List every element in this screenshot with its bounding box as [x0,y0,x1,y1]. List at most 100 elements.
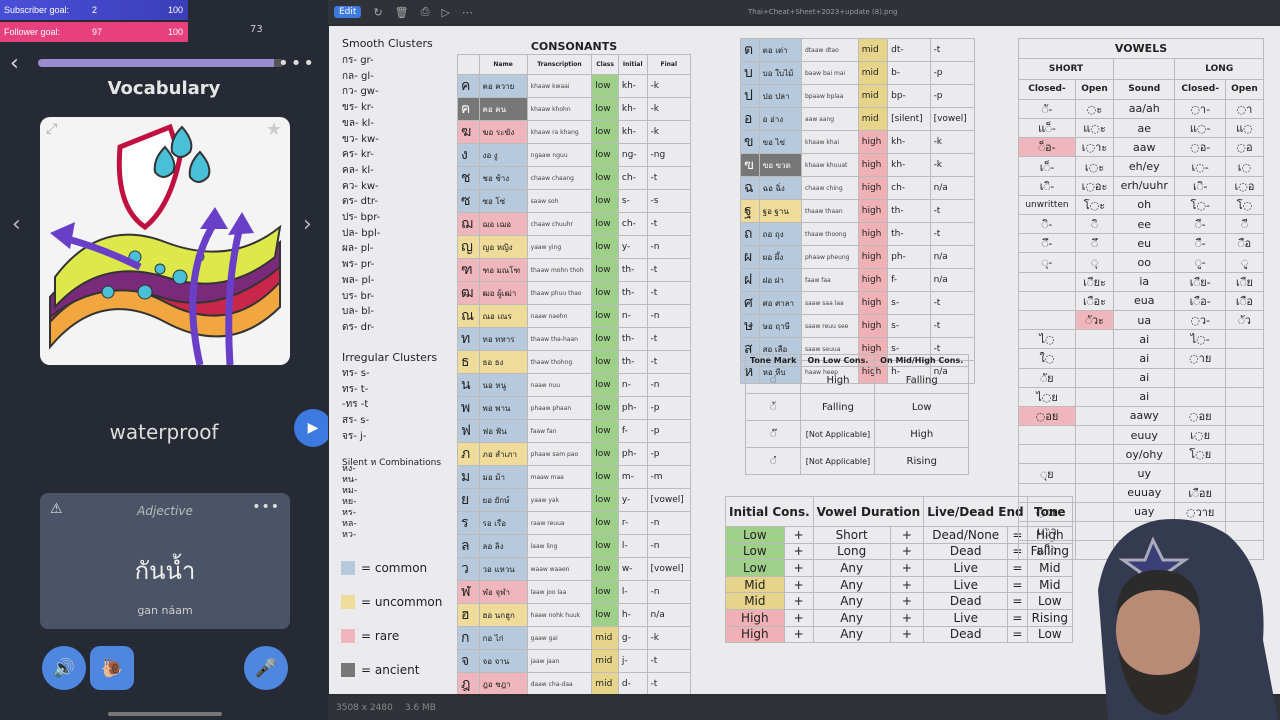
consonant-letter: ฌ [457,212,480,237]
consonant-initial: l- [617,580,648,605]
slow-audio-button[interactable]: 🐌 [90,646,134,690]
consonant-letter: ษ [740,314,760,338]
favorite-star-icon[interactable]: ★ [265,119,282,140]
consonant-letter: ธ [457,350,480,375]
consonant-transcription: khaaw ra khang [526,120,593,145]
consonant-name: รอ เรือ [478,511,528,536]
vowel-form: unwritten [1018,194,1076,216]
consonant-name: ฑอ มณโฑ [478,258,528,283]
vowel-row: oy/ohy โ◌ย [1018,444,1265,465]
consonant-row: บบอ ใบไม้ baaw bai mai mid b- -p [740,61,976,85]
consonant-letter: ฆ [457,120,480,145]
consonant-name: คอ คน [478,97,528,122]
consonant-letter: ฃ [740,153,760,177]
consonant-row: ษษอ ฤาษี saaw reuu see high s- -t [740,314,976,338]
consonant-name: ฒอ ผู้เฒ่า [478,281,528,306]
tone-result: High [874,420,969,448]
irregular-clusters-title: Irregular Clusters [342,351,438,364]
vowel-form: ◌ือ [1224,233,1265,254]
smooth-cluster-item: ขว- kw- [342,133,379,145]
consonant-transcription: maaw maa [526,465,593,490]
consonant-letter: ย [457,488,480,513]
vowel-form: ◌ู- [1174,252,1226,273]
vowel-form [1224,444,1265,465]
smooth-cluster-item: ผล- pl- [342,243,374,255]
legend-swatch [341,663,355,677]
home-indicator[interactable] [108,712,222,716]
warning-icon[interactable]: ⚠ [50,501,63,517]
silent-combination-item: หล- [342,519,357,529]
consonant-final: -t [646,166,692,191]
consonant-final: -t [646,649,692,674]
flashcard-image[interactable]: ⤢ ★ [40,117,290,365]
consonant-final: -t [929,199,976,223]
consonant-transcription: naaw nuu [526,373,593,398]
consonant-letter: ภ [457,442,480,467]
edit-button[interactable]: Edit [334,6,362,18]
rule-initial: Low [725,526,785,544]
more-icon[interactable]: ⋯ [461,5,473,19]
vowel-sound: eu [1113,233,1176,254]
delete-icon[interactable]: 🗑 [394,5,409,19]
vowel-form: เ◌ือะ [1074,290,1115,311]
silent-combination-item: หร- [342,508,357,518]
vowel-sound: euuy [1113,425,1176,446]
consonant-class: high [857,199,889,223]
consonant-letter: ว [457,557,480,582]
consonant-class: high [857,153,889,177]
vowel-sound: uy [1113,463,1176,484]
tone-result: Falling [874,366,969,394]
consonant-name: ทอ ทหาร [478,327,528,352]
vowel-form: ใ◌ [1018,348,1076,369]
print-icon[interactable]: ⎙ [420,5,430,18]
rotate-icon[interactable]: ↻ [373,5,383,19]
consonant-class: mid [591,672,619,694]
vowel-sound: oh [1113,194,1176,216]
play-audio-button[interactable]: ▶ [294,409,332,447]
vowel-form: แ◌ [1224,118,1265,139]
consonant-row: ภภอ สำเภา phaaw sam pao low ph- -p [457,442,692,467]
consonant-final: -t [646,258,692,283]
consonant-class: mid [857,107,889,131]
vowel-form [1074,329,1115,350]
definition-card[interactable]: ⚠ Adjective ••• กันน้ำ gan náam [40,493,290,629]
consonant-row: ยยอ ยักษ์ yaaw yak low y- [vowel] [457,488,692,513]
irregular-cluster-item: จร- j- [342,430,367,442]
tone-result: Falling [800,393,876,421]
consonant-name: ธอ ธง [478,350,528,375]
subscriber-goal-bar: Subscriber goal: 2 100 [0,0,188,20]
consonant-transcription: bpaaw bplaa [800,84,859,108]
silent-combinations-list: หง- หน- หม- หย- หร- หล- หว- [342,464,357,541]
consonant-letter: ฑ [457,258,480,283]
follower-goal-current: 97 [92,27,103,37]
microphone-icon: 🎤 [254,657,278,679]
speaker-button[interactable]: 🔊 [42,646,86,690]
consonant-name: ตอ เต่า [758,38,802,62]
consonant-row: ททอ ทหาร thaaw tha-haan low th- -t [457,327,692,352]
vowel-form: ◌า- [1174,98,1226,120]
silent-combination-item: หย- [342,497,357,507]
consonant-final: -s [646,189,692,214]
rule-duration: Long [812,542,891,561]
microphone-button[interactable]: 🎤 [244,646,288,690]
next-card-icon[interactable]: › [303,212,312,237]
consonant-final: -t [929,291,976,315]
consonant-transcription: saaw reuu see [800,314,859,338]
vowel-form: ไ◌ย [1018,386,1076,407]
card-options-icon[interactable]: ••• [252,499,280,515]
vowel-sound: aaw [1113,137,1176,158]
consonant-initial: th- [617,327,648,352]
vowel-sound: ua [1113,309,1176,331]
consonant-row: ชชอ ช้าง chaaw chaang low ch- -t [457,166,692,191]
consonant-transcription: khaaw khuuat [800,153,859,177]
tone-mark-header: Tone Mark [744,354,802,367]
consonant-class: low [591,396,619,421]
more-options-icon[interactable]: ••• [278,52,316,74]
consonant-initial: kh- [887,130,931,154]
consonant-name: คอ ควาย [478,74,528,99]
expand-icon[interactable]: ⤢ [46,121,58,137]
vowel-row: ใ◌ ai ◌าย [1018,348,1265,369]
previous-card-icon[interactable]: ‹ [12,212,21,237]
back-icon[interactable]: ‹ [10,50,19,76]
slideshow-icon[interactable]: ▷ [441,5,450,19]
